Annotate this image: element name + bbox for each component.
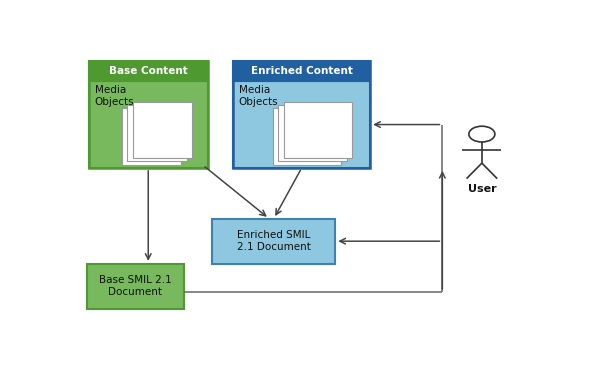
Bar	[127, 105, 187, 161]
Bar	[278, 105, 347, 161]
Text: Media
Objects: Media Objects	[95, 85, 134, 107]
Text: Enriched SMIL
2.1 Document: Enriched SMIL 2.1 Document	[237, 230, 311, 252]
Bar	[272, 108, 341, 165]
Bar	[89, 61, 208, 81]
Bar	[86, 264, 184, 309]
Text: Base SMIL 2.1
Document: Base SMIL 2.1 Document	[99, 276, 172, 297]
Bar	[89, 61, 208, 168]
Bar	[233, 81, 370, 168]
Text: Enriched Content: Enriched Content	[251, 66, 353, 76]
Text: Base Content: Base Content	[109, 66, 188, 76]
Text: User: User	[467, 184, 496, 194]
Bar	[89, 81, 208, 168]
Bar	[233, 61, 370, 81]
Bar	[284, 101, 352, 158]
Bar	[233, 61, 370, 168]
Text: Media
Objects: Media Objects	[239, 85, 278, 107]
Bar	[212, 219, 335, 264]
Bar	[122, 108, 181, 165]
Bar	[133, 101, 192, 158]
